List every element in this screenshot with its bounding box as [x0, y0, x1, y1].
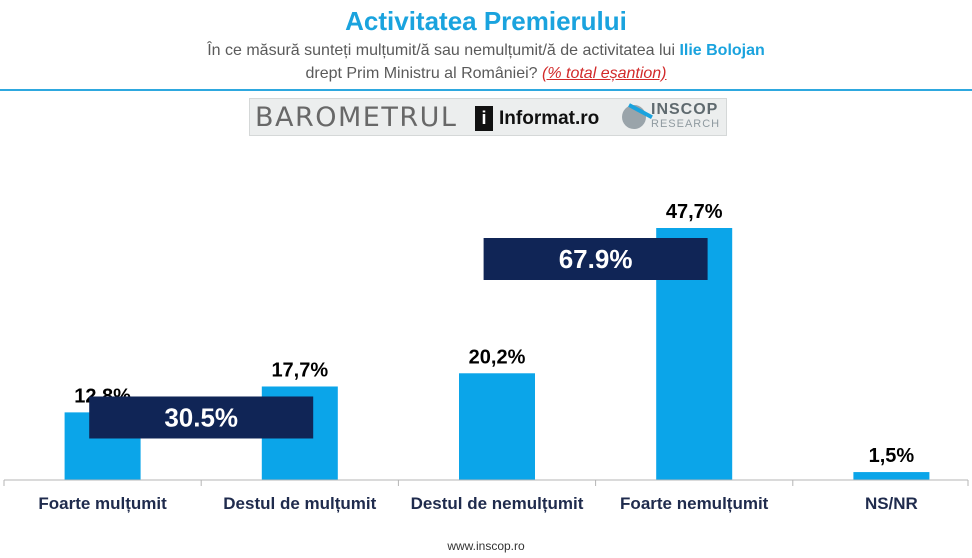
- chart-title: Activitatea Premierului: [345, 6, 627, 36]
- footer-url: www.inscop.ro: [447, 539, 525, 553]
- category-label: Destul de nemulțumit: [411, 494, 584, 513]
- subtitle-name: Ilie Bolojan: [679, 42, 765, 59]
- group-total-label: 30.5%: [164, 402, 238, 432]
- bar-3: [459, 373, 535, 480]
- group-total-label: 67.9%: [559, 244, 633, 274]
- informat-logo: Informat.ro: [499, 108, 600, 129]
- category-label: Foarte nemulțumit: [620, 494, 769, 513]
- category-label: Destul de mulțumit: [223, 494, 376, 513]
- bar-5: [853, 472, 930, 480]
- group-total-box: [483, 238, 708, 280]
- informat-logo-icon: i: [475, 106, 493, 131]
- inscop-logo: INSCOP: [651, 101, 719, 118]
- inscop-research-label: RESEARCH: [651, 118, 721, 130]
- bar-value-label: 20,2%: [469, 346, 526, 368]
- header-divider: [0, 89, 972, 91]
- category-label: Foarte mulțumit: [38, 494, 167, 513]
- chart-subtitle-line2: drept Prim Ministru al României? (% tota…: [0, 65, 972, 83]
- subtitle-question: În ce măsură sunteți mulțumit/ă sau nemu…: [207, 42, 680, 59]
- category-label: NS/NR: [865, 494, 918, 513]
- bar-value-label: 17,7%: [271, 359, 328, 381]
- inscop-logo-icon: [622, 105, 646, 129]
- barometru-wordmark: BAROMETRUL: [255, 102, 458, 133]
- bar-value-label: 1,5%: [869, 445, 915, 467]
- bar-value-label: 47,7%: [666, 201, 723, 223]
- subtitle-question-cont: drept Prim Ministru al României?: [305, 65, 542, 82]
- subtitle-note: (% total eșantion): [542, 65, 667, 82]
- barometru-banner: BAROMETRUL i Informat.ro INSCOP RESEARCH: [249, 98, 727, 136]
- chart-subtitle-line1: În ce măsură sunteți mulțumit/ă sau nemu…: [0, 42, 972, 60]
- group-total-box: [89, 396, 314, 439]
